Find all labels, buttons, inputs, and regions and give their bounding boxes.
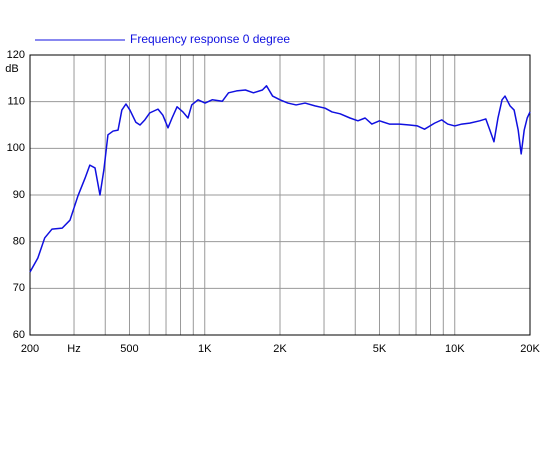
x-tick-label: 200 [21,343,39,355]
x-tick-label: 500 [120,343,138,355]
y-tick-label: 90 [13,189,25,201]
x-tick-label: 2K [273,343,287,355]
x-tick-label: 1K [198,343,212,355]
y-tick-label: 70 [13,282,25,294]
y-axis-label: dB [5,63,18,75]
y-tick-label: 110 [7,96,25,108]
plot-frame [29,54,531,336]
x-tick-label: 10K [445,343,465,355]
x-tick-label: Hz [67,343,80,355]
y-tick-label: 120 [7,49,25,61]
x-tick-label: 5K [373,343,387,355]
y-tick-label: 60 [13,329,25,341]
legend-label: Frequency response 0 degree [130,32,290,46]
y-tick-label: 100 [7,142,25,154]
x-tick-label: 20K [520,343,540,355]
response-line [29,85,531,273]
y-tick-label: 80 [13,236,25,248]
